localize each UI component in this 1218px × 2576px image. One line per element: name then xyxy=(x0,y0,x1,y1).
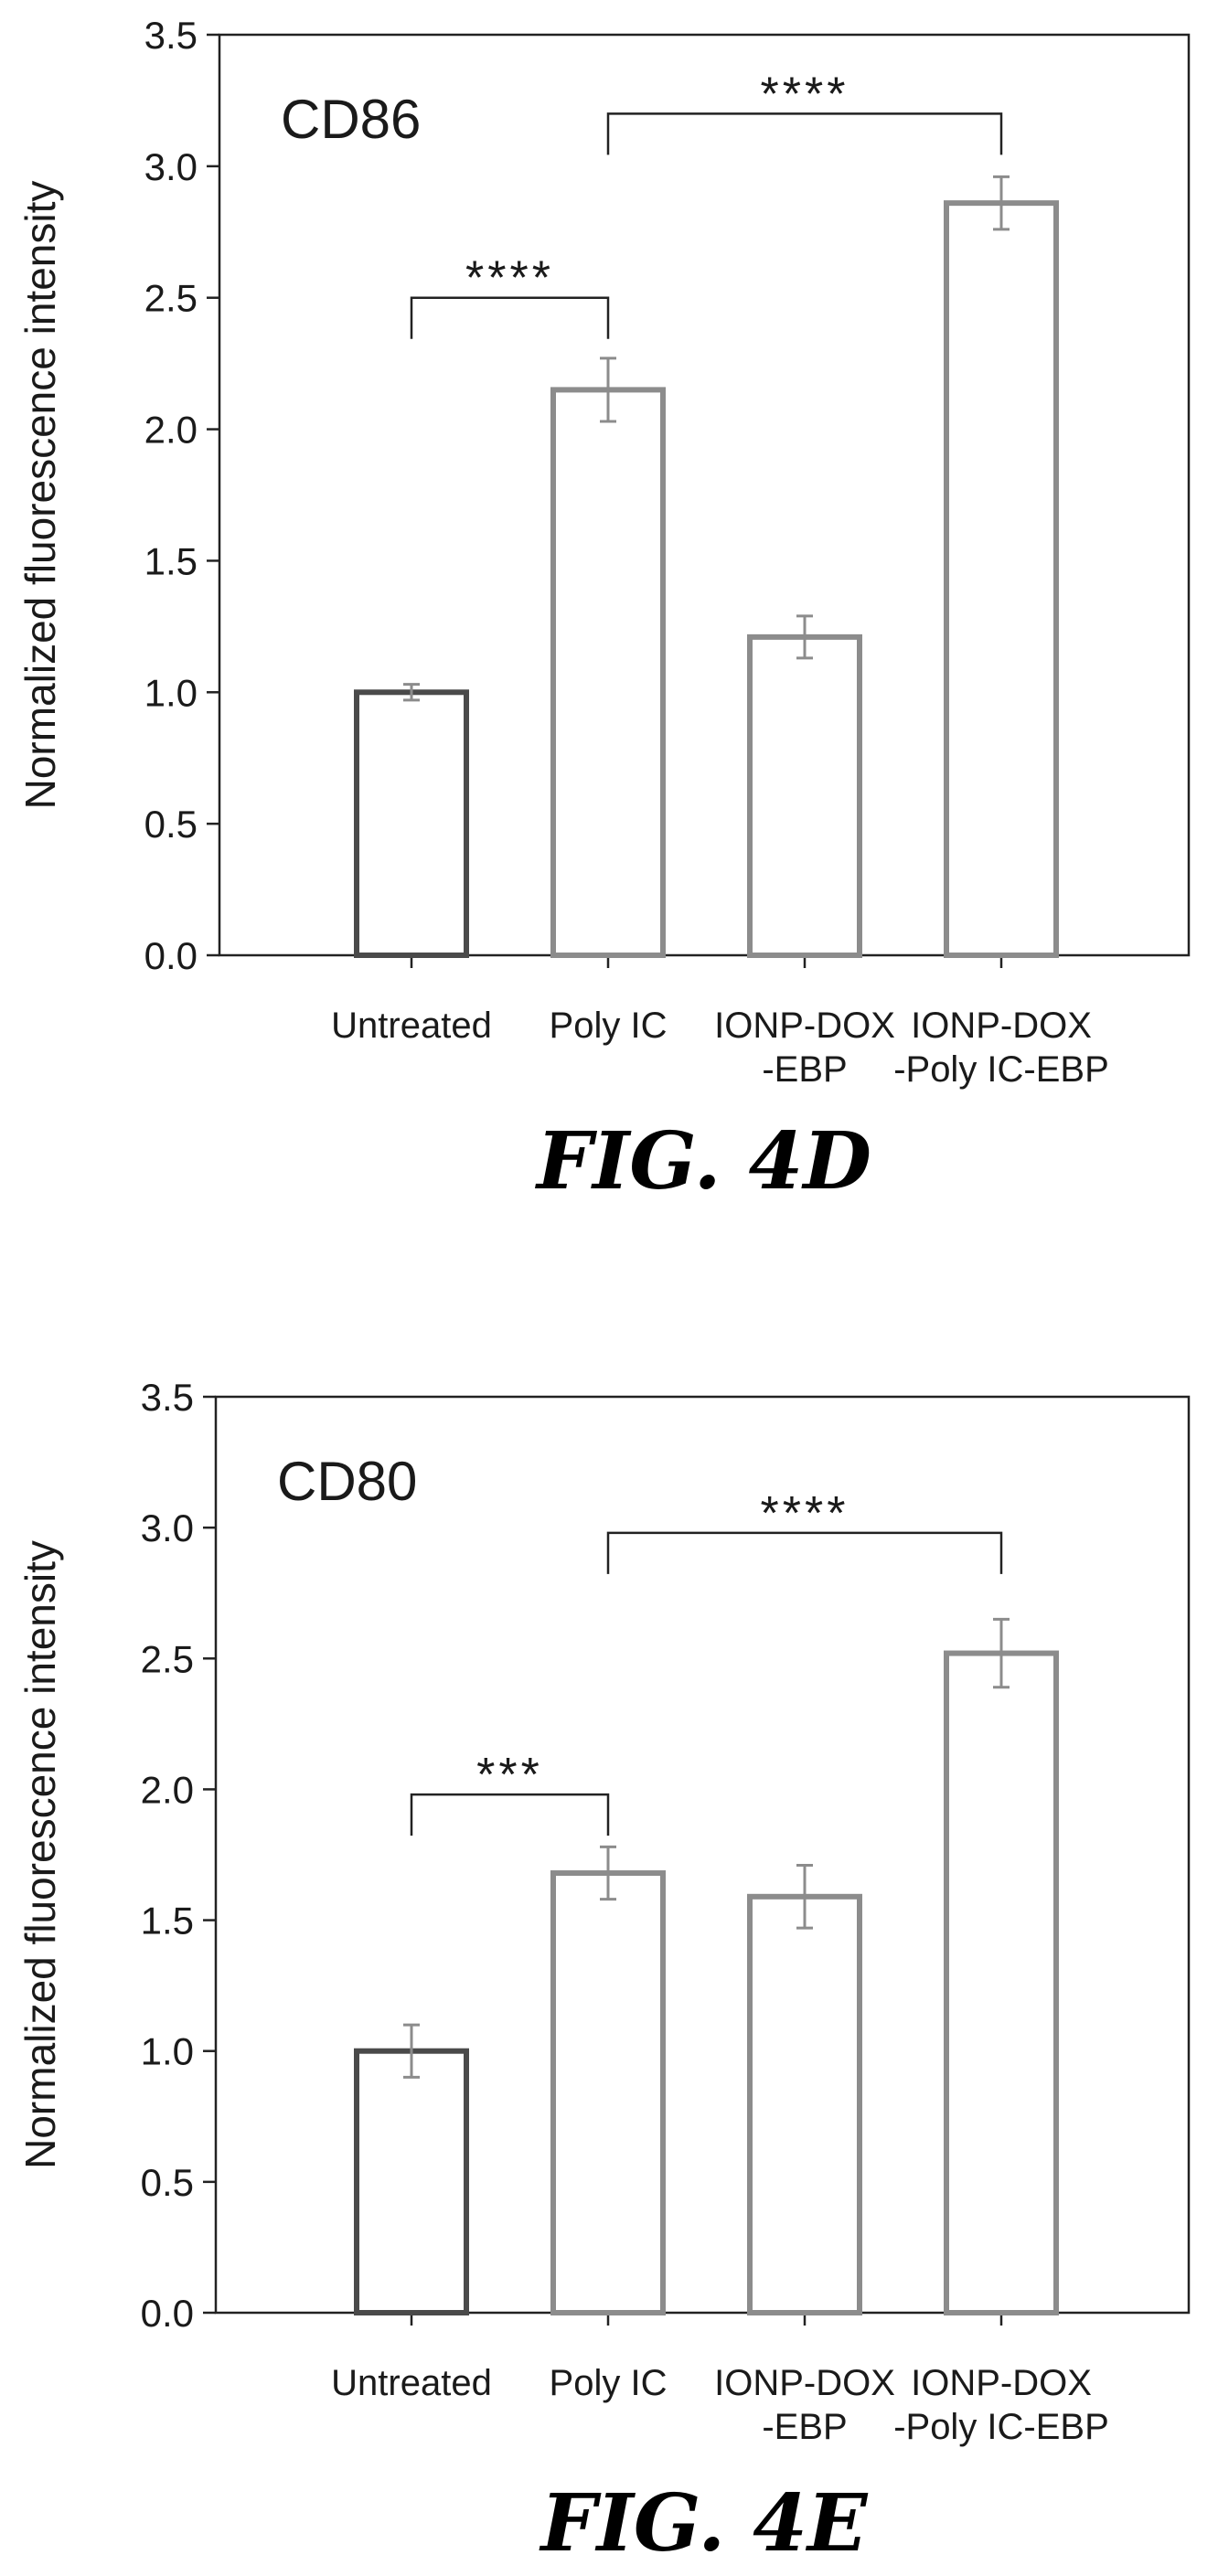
chart-title: CD86 xyxy=(281,89,421,150)
significance-label: **** xyxy=(465,252,554,305)
x-tick-label: IONP-DOX xyxy=(714,1006,895,1046)
significance-bracket xyxy=(606,112,1003,155)
x-tick-label: Poly IC xyxy=(550,1006,668,1046)
significance-bracket xyxy=(410,1793,610,1836)
plot-frame xyxy=(218,33,1191,957)
y-tick-label: 1.0 xyxy=(144,671,198,714)
significance-bracket xyxy=(606,1531,1003,1574)
y-tick-label: 1.0 xyxy=(141,2030,194,2073)
bar xyxy=(944,1650,1059,2316)
x-tick-label: -Poly IC-EBP xyxy=(893,1049,1109,1090)
y-tick-label: 0.5 xyxy=(141,2161,194,2204)
significance-label: **** xyxy=(761,68,849,121)
bar xyxy=(747,1893,862,2315)
x-tick-label: -EBP xyxy=(762,1049,847,1090)
x-tick-label: Untreated xyxy=(331,2363,492,2403)
x-tick-label: IONP-DOX xyxy=(911,1006,1092,1046)
y-axis-label: Normalized fluorescence intensity xyxy=(16,181,64,810)
bar xyxy=(747,633,862,958)
significance-label: *** xyxy=(476,1749,543,1802)
figure-caption: FIG. 4E xyxy=(539,2477,869,2570)
x-tick-label: IONP-DOX xyxy=(714,2363,895,2403)
figure-caption: FIG. 4D xyxy=(534,1115,871,1208)
y-tick-label: 3.5 xyxy=(141,1376,194,1419)
x-tick-label: Poly IC xyxy=(550,2363,668,2403)
y-tick-label: 1.5 xyxy=(141,1900,194,1943)
chart-cd80: 0.0 0.5 1.0 1.5 2.0 2.5 3.0 3.5 Normalized fluor… xyxy=(16,1376,1191,2570)
y-tick-label: 0.0 xyxy=(141,2292,194,2335)
significance-label: **** xyxy=(761,1487,849,1540)
bar xyxy=(550,1870,666,2316)
y-tick-label: 0.5 xyxy=(144,803,198,846)
y-tick-label: 1.5 xyxy=(144,539,198,582)
x-tick-label: Untreated xyxy=(331,1006,492,1046)
y-tick-label: 3.0 xyxy=(141,1506,194,1549)
bar xyxy=(550,387,666,958)
bar xyxy=(354,2048,469,2316)
y-tick-label: 2.5 xyxy=(144,277,198,320)
x-tick-label: IONP-DOX xyxy=(911,2363,1092,2403)
chart-cd86: 0.0 0.5 1.0 1.5 2.0 2.5 3.0 3.5 Normalized fluor… xyxy=(16,14,1191,1208)
y-tick-label: 3.0 xyxy=(144,145,198,188)
bar xyxy=(354,689,469,958)
x-tick-label: -Poly IC-EBP xyxy=(893,2407,1109,2447)
y-tick-label: 0.0 xyxy=(144,934,198,977)
chart-title: CD80 xyxy=(277,1451,417,1512)
bar xyxy=(944,200,1059,958)
significance-bracket xyxy=(410,296,610,339)
y-axis-label: Normalized fluorescence intensity xyxy=(16,1540,64,2169)
plot-frame xyxy=(214,1395,1191,2315)
y-tick-label: 3.5 xyxy=(144,14,198,57)
y-tick-label: 2.0 xyxy=(141,1768,194,1811)
x-tick-label: -EBP xyxy=(762,2407,847,2447)
y-tick-label: 2.5 xyxy=(141,1637,194,1680)
y-tick-label: 2.0 xyxy=(144,409,198,452)
